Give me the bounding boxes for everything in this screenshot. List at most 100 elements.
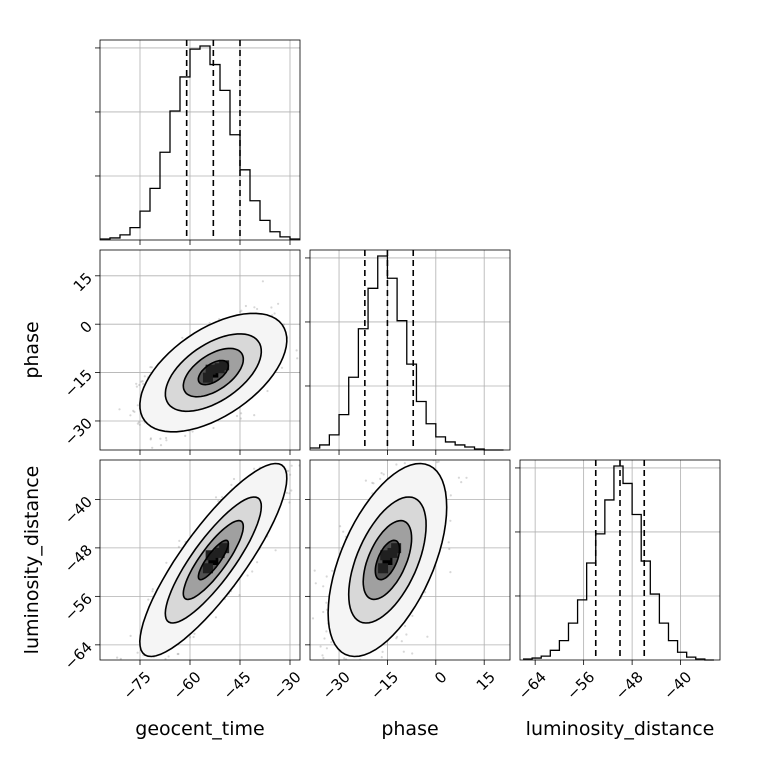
sample-point — [405, 633, 408, 636]
sample-point — [280, 366, 284, 369]
sample-point — [400, 640, 403, 643]
sample-point — [355, 674, 357, 676]
sample-point — [345, 658, 348, 660]
sample-point — [217, 500, 220, 503]
sample-point — [221, 496, 224, 499]
sample-point — [181, 336, 184, 339]
sample-point — [197, 456, 199, 458]
sample-point — [460, 481, 463, 484]
sample-point — [177, 545, 180, 549]
sample-point — [367, 664, 369, 666]
hist-panel-luminosity_distance — [519, 459, 721, 661]
sample-point — [230, 483, 233, 486]
sample-point — [277, 302, 280, 305]
density-core — [219, 360, 230, 371]
sample-point — [287, 469, 290, 472]
sample-point — [116, 457, 118, 459]
sample-point — [129, 414, 132, 417]
sample-point — [136, 404, 139, 407]
sample-point — [257, 457, 259, 459]
panel-geocent_time-vs-luminosity_distance — [99, 459, 301, 661]
tick-label-x: −60 — [170, 668, 205, 703]
sample-point — [435, 461, 438, 464]
sample-point — [253, 467, 256, 470]
sample-point — [253, 306, 256, 309]
sample-point — [147, 598, 150, 601]
sample-point — [339, 525, 342, 528]
sample-point — [343, 657, 346, 660]
sample-point — [136, 422, 139, 425]
sample-point — [411, 652, 414, 655]
sample-point — [465, 476, 468, 479]
density-core — [391, 543, 402, 554]
sample-point — [295, 349, 298, 352]
sample-point — [238, 594, 241, 597]
sample-point — [311, 617, 315, 620]
sample-point — [314, 582, 317, 585]
density-core — [202, 372, 213, 383]
sample-point — [119, 657, 122, 660]
sample-point — [138, 423, 141, 426]
sample-point — [354, 661, 356, 663]
density-core — [378, 563, 389, 574]
sample-point — [289, 473, 292, 476]
sample-point — [214, 616, 217, 619]
sample-point — [449, 519, 452, 522]
tick-label-x: −56 — [563, 668, 598, 703]
sample-point — [151, 590, 154, 593]
sample-point — [396, 635, 399, 638]
sample-point — [239, 310, 242, 313]
ylabel-luminosity-distance: luminosity_distance — [21, 466, 43, 655]
contour-line-3 — [182, 347, 245, 398]
sample-point — [240, 412, 243, 415]
sample-point — [252, 454, 254, 456]
sample-point — [256, 561, 259, 564]
sample-point — [447, 541, 450, 544]
tick-label-y: −40 — [61, 493, 96, 528]
sample-point — [261, 280, 264, 283]
sample-point — [149, 366, 152, 369]
sample-point — [122, 664, 124, 666]
contour-line-3 — [362, 519, 413, 601]
sample-point — [323, 637, 326, 640]
sample-point — [319, 645, 322, 648]
sample-point — [166, 477, 168, 479]
sample-point — [295, 454, 297, 456]
sample-point — [395, 463, 398, 466]
sample-point — [403, 462, 406, 465]
sample-point — [426, 635, 429, 638]
sample-point — [285, 491, 288, 494]
sample-point — [244, 304, 247, 308]
sample-point — [325, 647, 328, 650]
histogram-luminosity_distance — [523, 465, 714, 661]
sample-point — [331, 569, 334, 572]
panel-geocent_time-vs-phase — [99, 249, 301, 451]
sample-point — [437, 460, 440, 463]
sample-point — [133, 410, 136, 413]
sample-point — [321, 392, 323, 394]
sample-point — [167, 655, 170, 658]
sample-point — [424, 591, 427, 594]
sample-point — [149, 437, 152, 440]
sample-point — [404, 624, 407, 628]
hist-panel-phase — [309, 249, 511, 451]
hist-panel-geocent_time — [99, 39, 301, 241]
sample-point — [212, 426, 215, 430]
tick-label-y: −56 — [61, 590, 96, 625]
sample-point — [321, 654, 324, 657]
sample-point — [379, 477, 382, 480]
sample-point — [285, 453, 287, 455]
sample-point — [325, 601, 328, 604]
sample-point — [380, 472, 383, 475]
contour-line-1 — [138, 462, 288, 658]
sample-point — [192, 635, 195, 639]
sample-point — [325, 630, 328, 633]
sample-point — [378, 671, 380, 673]
sample-point — [140, 380, 143, 383]
sample-point — [457, 476, 460, 479]
sample-point — [132, 409, 135, 412]
sample-point — [151, 446, 154, 449]
tick-label-y: 15 — [70, 269, 96, 295]
sample-point — [411, 614, 414, 618]
density-core — [380, 550, 391, 561]
